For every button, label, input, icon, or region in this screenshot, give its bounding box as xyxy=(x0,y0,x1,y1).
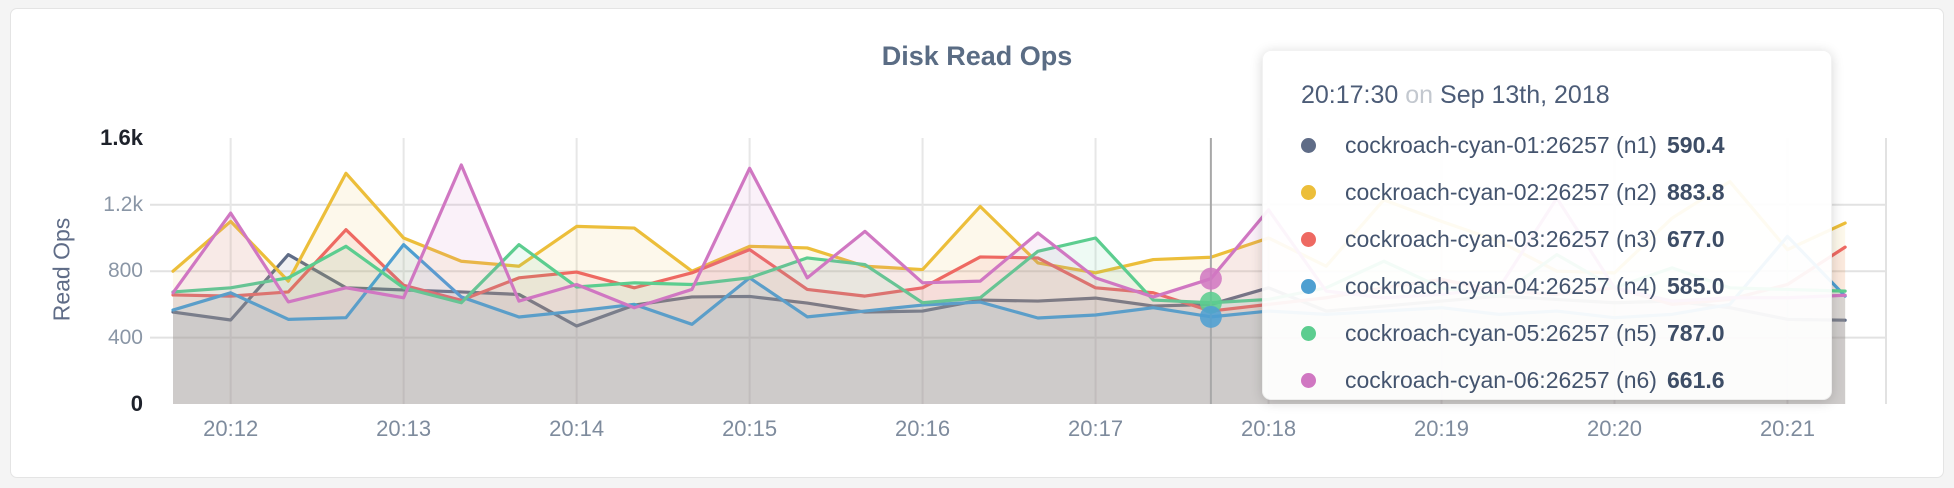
tooltip-row: cockroach-cyan-05:26257 (n5) 787.0 xyxy=(1301,310,1801,357)
tooltip-series-dot-icon xyxy=(1301,138,1316,153)
x-tick-label: 20:14 xyxy=(549,416,605,441)
tooltip-series-value: 590.4 xyxy=(1667,132,1725,158)
x-tick-label: 20:12 xyxy=(203,416,259,441)
tooltip-connector: on xyxy=(1405,81,1434,109)
tooltip-series-value: 661.6 xyxy=(1667,367,1725,393)
y-tick-label: 1.6k xyxy=(100,125,143,151)
y-tick-label: 400 xyxy=(107,325,143,349)
tooltip-series-dot-icon xyxy=(1301,232,1316,247)
tooltip-row: cockroach-cyan-02:26257 (n2) 883.8 xyxy=(1301,169,1801,216)
tooltip-series-label: cockroach-cyan-06:26257 (n6) xyxy=(1345,367,1657,393)
tooltip-series-value: 585.0 xyxy=(1667,273,1725,299)
hover-tooltip: 20:17:30 on Sep 13th, 2018 cockroach-cya… xyxy=(1262,50,1832,400)
tooltip-series-label: cockroach-cyan-03:26257 (n3) xyxy=(1345,226,1657,252)
tooltip-row: cockroach-cyan-03:26257 (n3) 677.0 xyxy=(1301,216,1801,263)
x-tick-label: 20:18 xyxy=(1241,416,1297,441)
x-tick-label: 20:13 xyxy=(376,416,432,441)
y-tick-label: 1.2k xyxy=(103,192,143,216)
x-tick-label: 20:19 xyxy=(1413,416,1470,441)
tooltip-row: cockroach-cyan-01:26257 (n1) 590.4 xyxy=(1301,122,1801,169)
tooltip-time: 20:17:30 xyxy=(1301,81,1399,109)
tooltip-series-label: cockroach-cyan-05:26257 (n5) xyxy=(1345,320,1657,346)
x-tick-label: 20:16 xyxy=(895,416,951,441)
y-tick-label: 0 xyxy=(130,391,143,416)
tooltip-legend: cockroach-cyan-01:26257 (n1) 590.4 cockroa… xyxy=(1301,122,1801,404)
tooltip-series-dot-icon xyxy=(1301,185,1316,200)
y-tick-label: 800 xyxy=(107,259,143,283)
tooltip-row: cockroach-cyan-04:26257 (n4) 585.0 xyxy=(1301,263,1801,310)
hover-dot-n4 xyxy=(1199,305,1222,328)
tooltip-series-value: 677.0 xyxy=(1667,226,1725,252)
x-tick-label: 20:20 xyxy=(1586,416,1643,441)
tooltip-series-value: 787.0 xyxy=(1667,320,1725,346)
x-tick-label: 20:17 xyxy=(1068,416,1124,441)
tooltip-series-label: cockroach-cyan-02:26257 (n2) xyxy=(1345,179,1657,205)
tooltip-date: Sep 13th, 2018 xyxy=(1440,81,1610,109)
tooltip-series-label: cockroach-cyan-04:26257 (n4) xyxy=(1345,273,1657,299)
x-tick-label: 20:21 xyxy=(1759,416,1815,441)
tooltip-series-label: cockroach-cyan-01:26257 (n1) xyxy=(1345,132,1657,158)
chart-title: Disk Read Ops xyxy=(881,41,1073,71)
tooltip-series-dot-icon xyxy=(1301,326,1316,341)
tooltip-row: cockroach-cyan-06:26257 (n6) 661.6 xyxy=(1301,357,1801,404)
hover-dot-n6 xyxy=(1199,267,1222,290)
tooltip-series-value: 883.8 xyxy=(1667,179,1725,205)
x-tick-label: 20:15 xyxy=(722,416,778,441)
tooltip-series-dot-icon xyxy=(1301,373,1316,388)
tooltip-header: 20:17:30 on Sep 13th, 2018 xyxy=(1301,81,1801,110)
tooltip-series-dot-icon xyxy=(1301,279,1316,294)
